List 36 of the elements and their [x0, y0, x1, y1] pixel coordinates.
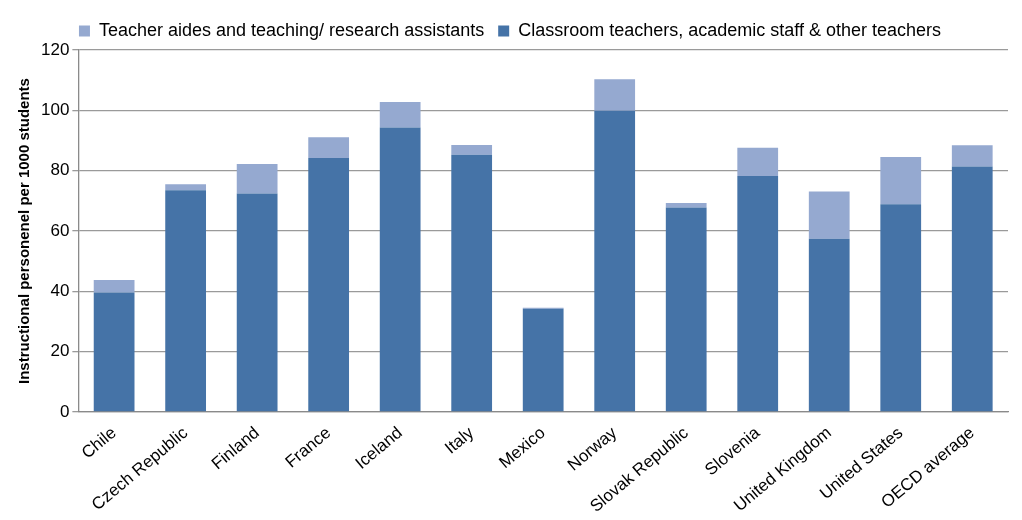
bar: [737, 176, 779, 412]
bar: [379, 127, 421, 412]
bar: [451, 154, 493, 412]
bar: [165, 184, 207, 191]
bar: [951, 166, 993, 412]
bar: [737, 147, 779, 177]
x-tick-label: Italy: [441, 422, 478, 458]
y-tick-label: 60: [50, 220, 70, 240]
bar: [880, 204, 922, 412]
y-tick-label: 120: [40, 39, 70, 59]
x-tick-label: Chile: [77, 422, 120, 463]
bar: [808, 238, 850, 412]
y-axis-title: Instructional personenel per 1000 students: [15, 78, 33, 384]
bar: [379, 101, 421, 128]
y-tick-label: 80: [50, 160, 70, 180]
y-tick-label: 40: [50, 281, 70, 301]
bar: [808, 191, 850, 239]
bar: [93, 279, 135, 293]
bar: [880, 157, 922, 205]
bar: [93, 292, 135, 412]
bar: [951, 145, 993, 167]
bar: [236, 164, 278, 194]
bar: [236, 193, 278, 412]
legend-label: Classroom teachers, academic staff & other teachers: [518, 19, 942, 40]
legend-label: Teacher aides and teaching/ research assistants: [98, 19, 485, 40]
y-tick-label: 20: [50, 341, 70, 361]
bar: [522, 308, 564, 412]
bar: [665, 207, 707, 412]
bar: [594, 110, 636, 412]
bar: [165, 190, 207, 412]
bar: [308, 137, 350, 158]
bar: [308, 158, 350, 412]
bar: [451, 145, 493, 155]
y-tick-label: 100: [40, 100, 70, 120]
y-tick-label: 0: [59, 401, 70, 421]
bar: [594, 79, 636, 111]
